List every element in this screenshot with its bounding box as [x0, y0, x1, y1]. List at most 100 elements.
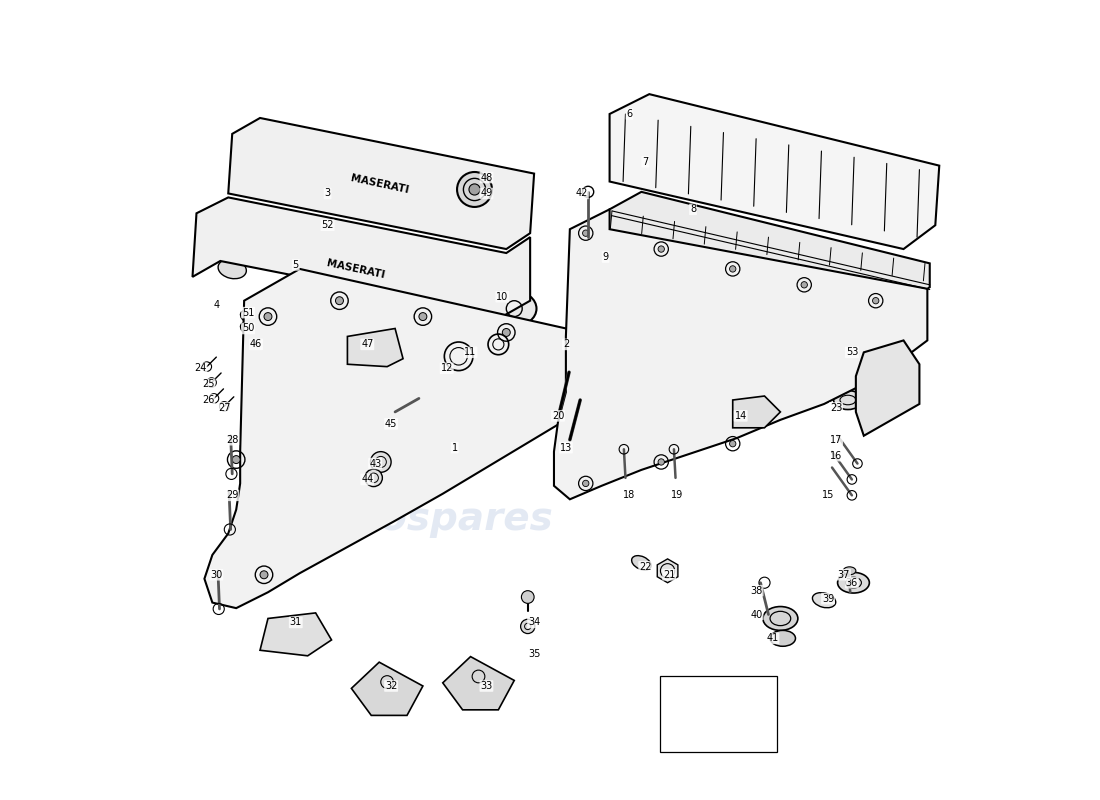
- Ellipse shape: [834, 390, 862, 410]
- Ellipse shape: [607, 335, 660, 370]
- Ellipse shape: [647, 308, 720, 357]
- Text: 53: 53: [846, 347, 858, 358]
- Text: 47: 47: [361, 339, 374, 350]
- Polygon shape: [609, 94, 939, 249]
- Ellipse shape: [488, 199, 517, 219]
- Circle shape: [583, 230, 588, 236]
- Ellipse shape: [661, 370, 705, 398]
- Text: 50: 50: [242, 323, 254, 334]
- Text: 8: 8: [690, 204, 696, 214]
- Polygon shape: [442, 657, 515, 710]
- Circle shape: [336, 297, 343, 305]
- Text: 37: 37: [838, 570, 850, 580]
- Text: MASERATI: MASERATI: [326, 258, 385, 280]
- Ellipse shape: [720, 302, 752, 323]
- Polygon shape: [229, 118, 535, 249]
- Ellipse shape: [710, 295, 763, 330]
- Circle shape: [365, 469, 383, 486]
- Text: 9: 9: [603, 252, 608, 262]
- Text: 40: 40: [750, 610, 762, 619]
- Ellipse shape: [837, 572, 869, 593]
- Ellipse shape: [245, 338, 270, 354]
- Polygon shape: [192, 198, 530, 317]
- Text: 14: 14: [735, 411, 747, 421]
- Ellipse shape: [492, 291, 537, 326]
- Ellipse shape: [463, 666, 494, 687]
- Circle shape: [801, 282, 807, 288]
- Ellipse shape: [596, 328, 670, 377]
- Text: eurospares: eurospares: [308, 500, 553, 538]
- Bar: [660, 677, 778, 752]
- Text: eurospares: eurospares: [308, 318, 553, 355]
- Circle shape: [521, 590, 535, 603]
- Text: 26: 26: [202, 395, 215, 405]
- Text: 52: 52: [321, 220, 333, 230]
- Text: 31: 31: [289, 618, 301, 627]
- Text: 4: 4: [213, 300, 219, 310]
- Ellipse shape: [444, 437, 473, 455]
- Ellipse shape: [631, 556, 651, 570]
- Circle shape: [583, 480, 588, 486]
- Ellipse shape: [394, 401, 412, 412]
- Ellipse shape: [436, 430, 482, 462]
- Ellipse shape: [770, 630, 795, 646]
- Circle shape: [658, 246, 664, 252]
- Text: 46: 46: [250, 339, 262, 350]
- Circle shape: [503, 329, 510, 337]
- Circle shape: [729, 266, 736, 272]
- Ellipse shape: [331, 471, 396, 516]
- Text: 41: 41: [767, 634, 779, 643]
- Text: 36: 36: [846, 578, 858, 588]
- Text: 25: 25: [202, 379, 215, 389]
- Ellipse shape: [700, 288, 773, 337]
- Ellipse shape: [397, 461, 425, 479]
- Ellipse shape: [246, 174, 274, 194]
- Polygon shape: [205, 269, 602, 608]
- Circle shape: [419, 313, 427, 321]
- Text: MASERATI: MASERATI: [349, 173, 409, 195]
- Ellipse shape: [340, 478, 387, 510]
- Text: 38: 38: [750, 586, 762, 596]
- Text: 5: 5: [293, 260, 299, 270]
- Text: 24: 24: [195, 363, 207, 374]
- Text: 21: 21: [663, 570, 675, 580]
- Text: 23: 23: [829, 403, 843, 413]
- Text: 22: 22: [639, 562, 651, 572]
- Polygon shape: [260, 613, 331, 656]
- Ellipse shape: [763, 606, 798, 630]
- Ellipse shape: [241, 322, 258, 335]
- Polygon shape: [609, 192, 930, 289]
- Circle shape: [658, 458, 664, 465]
- Ellipse shape: [671, 376, 696, 392]
- Text: 44: 44: [361, 474, 373, 485]
- Polygon shape: [856, 341, 920, 436]
- Circle shape: [469, 184, 480, 195]
- Text: 27: 27: [218, 403, 231, 413]
- Text: 39: 39: [822, 594, 834, 604]
- Text: 30: 30: [210, 570, 222, 580]
- Ellipse shape: [657, 315, 711, 350]
- Text: 29: 29: [226, 490, 239, 500]
- Text: 11: 11: [464, 347, 476, 358]
- Ellipse shape: [778, 338, 803, 354]
- Ellipse shape: [763, 278, 816, 312]
- Ellipse shape: [843, 567, 856, 574]
- Polygon shape: [351, 662, 422, 715]
- Text: 45: 45: [385, 419, 397, 429]
- Text: 42: 42: [575, 189, 589, 198]
- Ellipse shape: [426, 424, 492, 469]
- Ellipse shape: [372, 671, 403, 693]
- Text: 28: 28: [226, 434, 239, 445]
- Ellipse shape: [612, 390, 656, 418]
- Ellipse shape: [218, 259, 246, 278]
- Circle shape: [520, 619, 535, 634]
- Text: 19: 19: [671, 490, 683, 500]
- Circle shape: [729, 441, 736, 447]
- Text: 43: 43: [370, 458, 382, 469]
- Text: 20: 20: [552, 411, 564, 421]
- Text: 3: 3: [324, 189, 331, 198]
- Ellipse shape: [774, 285, 805, 306]
- Text: 1: 1: [452, 442, 458, 453]
- Ellipse shape: [668, 322, 700, 343]
- Ellipse shape: [283, 495, 349, 540]
